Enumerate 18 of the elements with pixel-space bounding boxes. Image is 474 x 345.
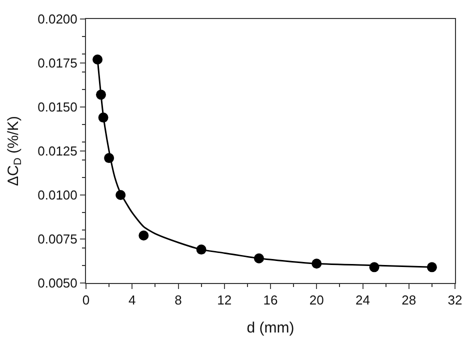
x-tick-label: 24	[356, 292, 370, 308]
y-tick-label: 0.0150	[38, 100, 78, 115]
x-tick-label: 0	[82, 292, 90, 308]
y-tick-label: 0.0200	[38, 12, 78, 27]
y-tick-label: 0.0100	[38, 188, 78, 203]
y-tick-label: 0.0050	[38, 276, 78, 291]
y-tick-label: 0.0175	[38, 56, 78, 71]
x-tick-label: 20	[309, 292, 324, 308]
y-tick-label: 0.0075	[38, 232, 78, 247]
x-tick-label: 4	[128, 292, 136, 308]
x-tick-label: 16	[263, 292, 278, 308]
y-tick-label: 0.0125	[38, 144, 78, 159]
x-tick-label: 12	[217, 292, 232, 308]
x-tick-label: 28	[402, 292, 416, 308]
x-tick-label: 32	[448, 292, 462, 308]
x-tick-label: 8	[174, 292, 182, 308]
x-axis-title: d (mm)	[246, 320, 294, 337]
point	[138, 230, 149, 240]
